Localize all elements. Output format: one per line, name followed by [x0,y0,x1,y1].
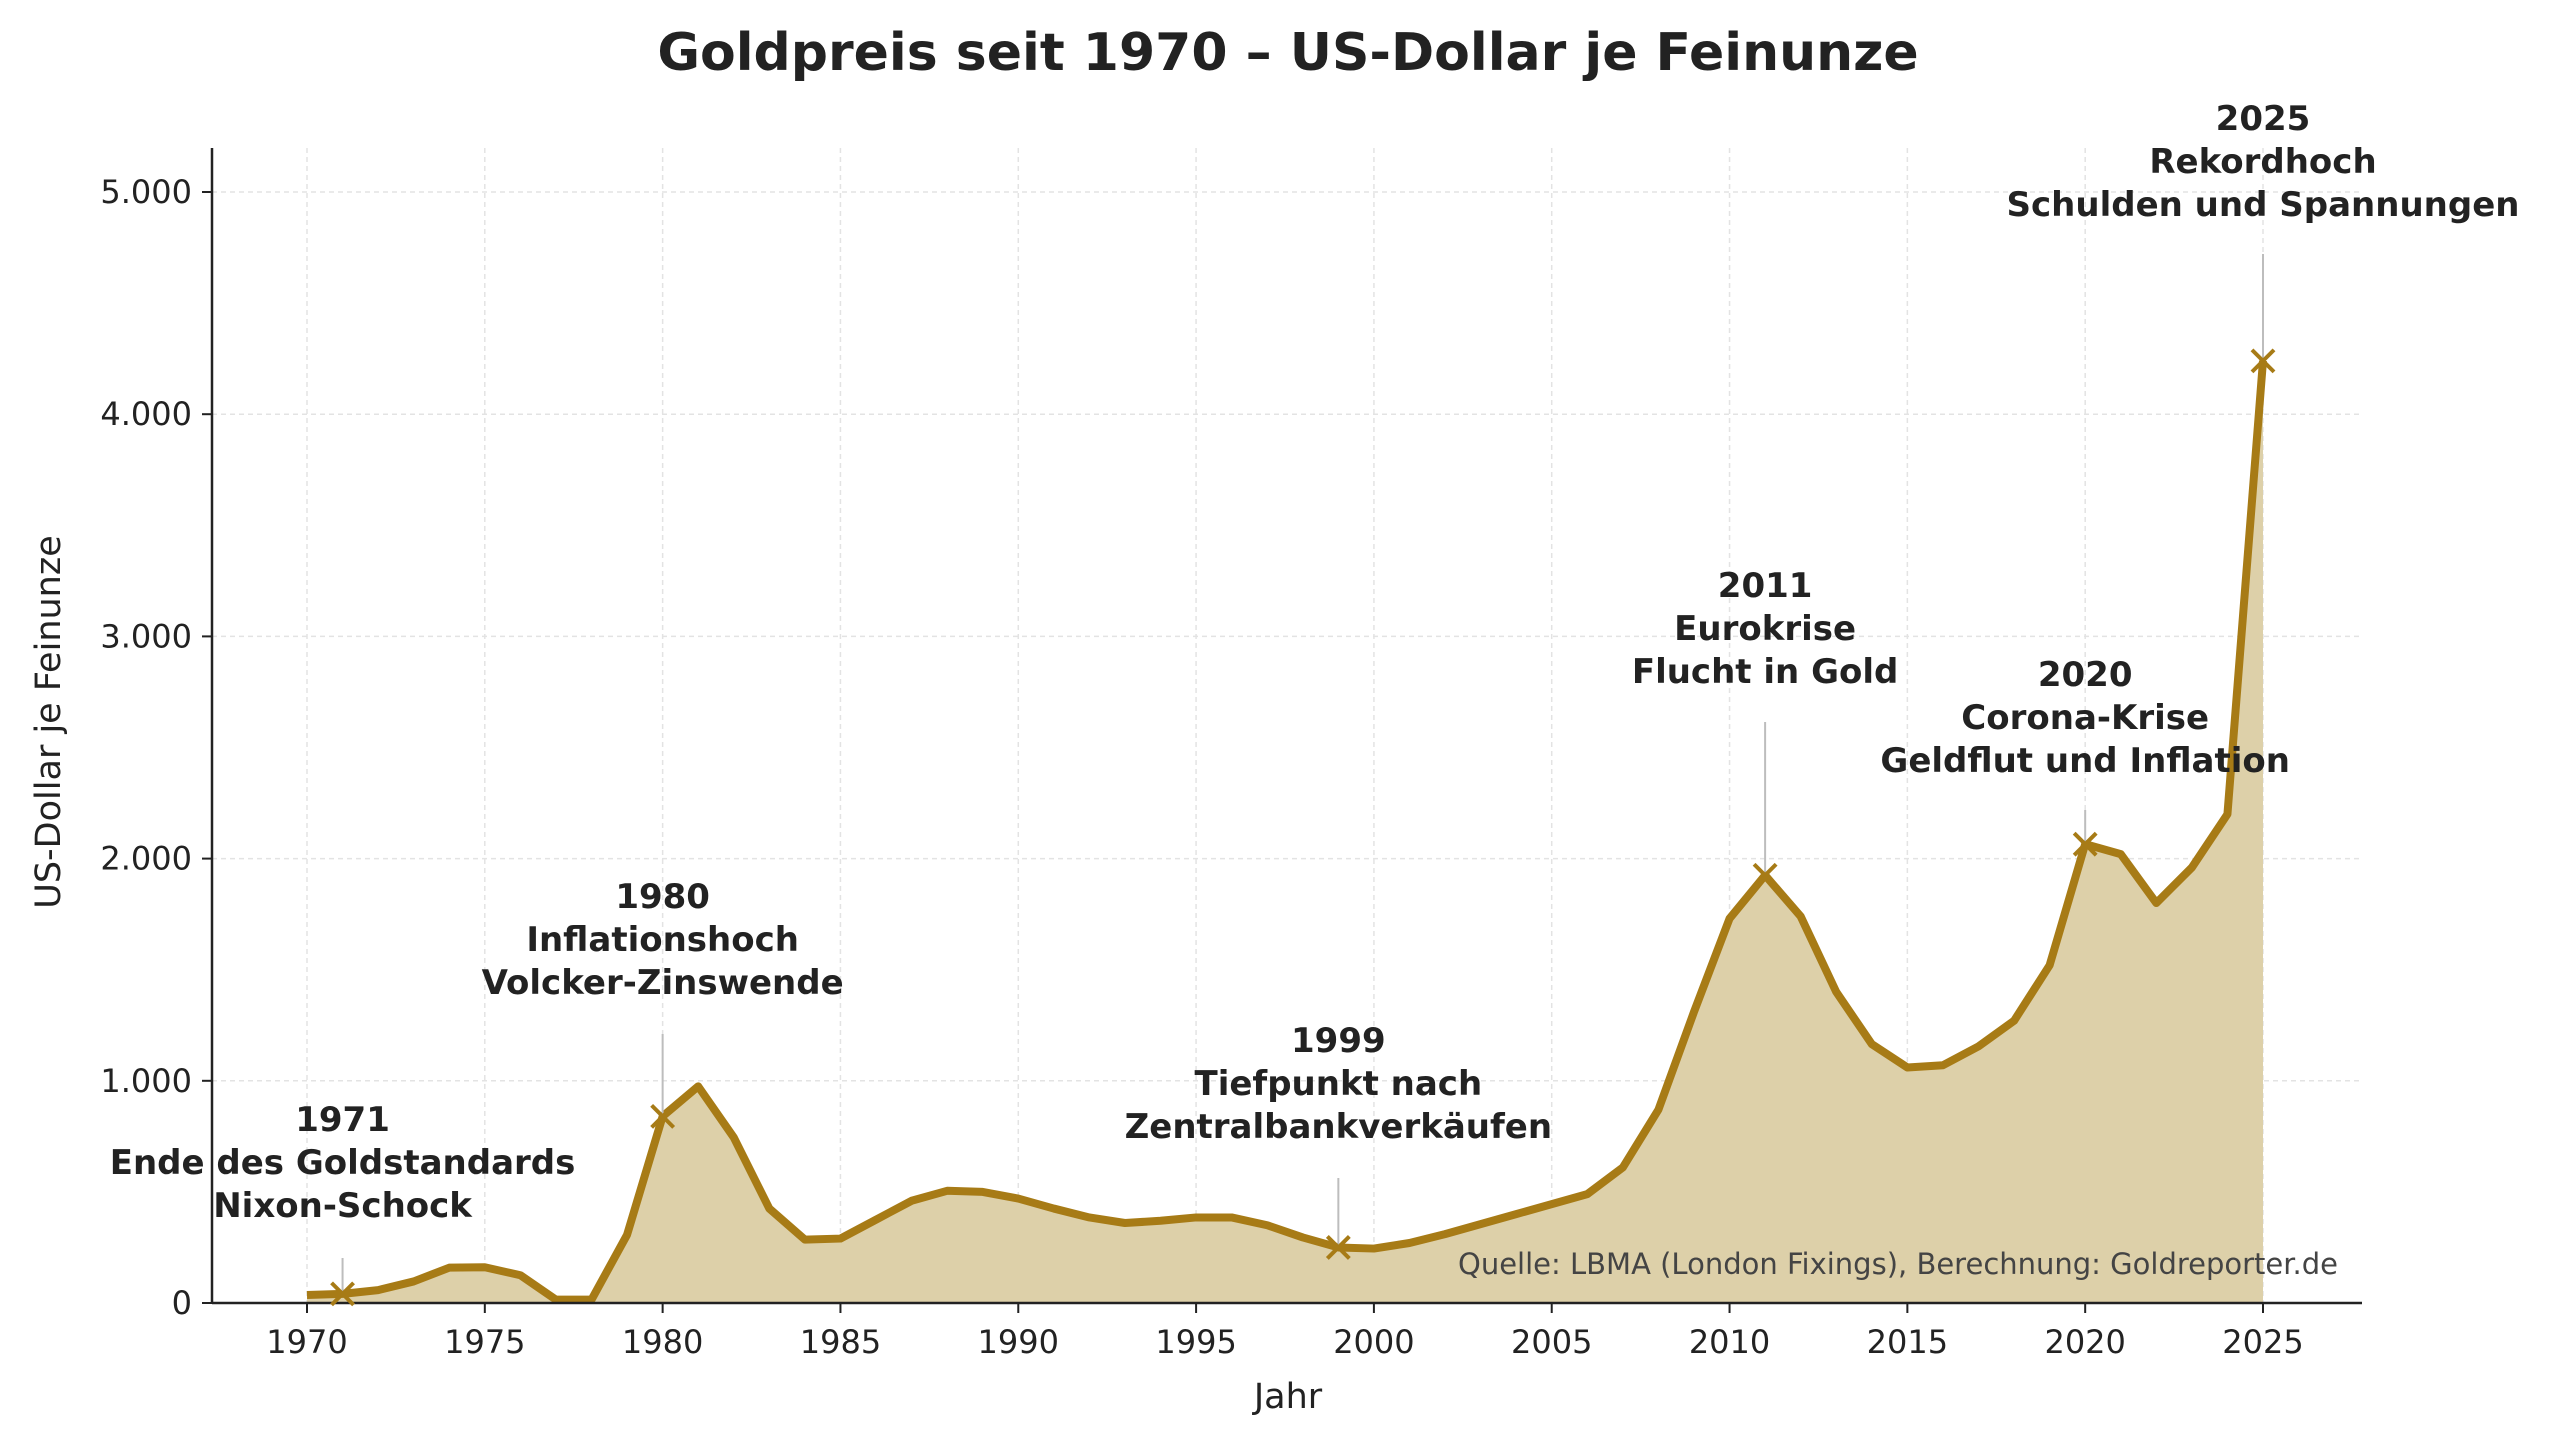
x-marker-icon [2250,348,2276,374]
x-marker-stroke [650,1103,676,1129]
source-note: Quelle: LBMA (London Fixings), Berechnun… [1458,1247,2338,1281]
x-marker-icon [330,1281,355,1307]
x-marker-stroke [330,1281,355,1307]
x-tick-label: 1995 [1155,1323,1236,1361]
x-tick-label: 2020 [2044,1323,2125,1361]
annotation-label: 2025 [2216,99,2311,139]
annotation-label: Schulden und Spannungen [2007,185,2520,225]
annotation-label: Geldflut und Inflation [1880,741,2290,781]
x-marker-icon [2072,831,2098,857]
annotation-label: Zentralbankverkäufen [1125,1107,1552,1147]
y-tick-label: 0 [172,1284,192,1322]
price-area-fill [307,360,2263,1303]
annotation-label: Ende des Goldstandards [110,1143,576,1183]
annotation-label: Rekordhoch [2149,142,2376,182]
x-tick-label: 1980 [622,1323,703,1361]
x-marker-stroke [1325,1235,1351,1260]
x-marker-icon [1325,1235,1351,1260]
y-axis-label: US-Dollar je Feinunze [29,535,69,909]
price-line [306,360,2267,1304]
chart-title: Goldpreis seit 1970 – US-Dollar je Feinu… [657,23,1918,83]
annotation-label: Tiefpunkt nach [1195,1064,1483,1104]
y-tick-label: 5.000 [100,173,192,211]
annotation-label: 2020 [2038,655,2133,695]
annotation-label: Flucht in Gold [1632,652,1899,692]
annotation-label: Inflationshoch [526,920,799,960]
annotation-label: 1980 [615,877,710,917]
x-tick-label: 1985 [800,1323,881,1361]
y-tick-label: 2.000 [100,840,192,878]
y-tick-label: 1.000 [100,1062,192,1100]
annotation-label: 2011 [1718,566,1813,606]
x-tick-label: 2010 [1689,1323,1770,1361]
x-marker-icon [1752,862,1778,888]
x-marker-stroke [2250,348,2276,374]
annotation-label: Corona-Krise [1961,698,2209,738]
annotation-label: Volcker-Zinswende [482,963,844,1003]
x-tick-label: 1975 [444,1323,525,1361]
x-tick-label: 2025 [2222,1323,2303,1361]
x-marker-stroke [2072,831,2098,857]
x-tick-label: 2005 [1511,1323,1592,1361]
x-tick-label: 2000 [1333,1323,1414,1361]
x-marker-icon [650,1103,676,1129]
y-tick-label: 3.000 [100,617,192,655]
x-tick-label: 1990 [978,1323,1059,1361]
x-tick-label: 2015 [1867,1323,1948,1361]
x-tick-label: 1970 [266,1323,347,1361]
x-axis-label: Jahr [1252,1377,1323,1417]
annotation-label: Eurokrise [1674,609,1856,649]
y-tick-label: 4.000 [100,395,192,433]
annotation-label: 1999 [1291,1021,1386,1061]
annotation-label: Nixon-Schock [213,1186,473,1226]
x-marker-stroke [1752,862,1778,888]
axes: 1970 1975 1980 1985 1990 1995 2000 2005 2010 2015… [100,148,2362,1361]
annotation-label: 1971 [295,1100,390,1140]
